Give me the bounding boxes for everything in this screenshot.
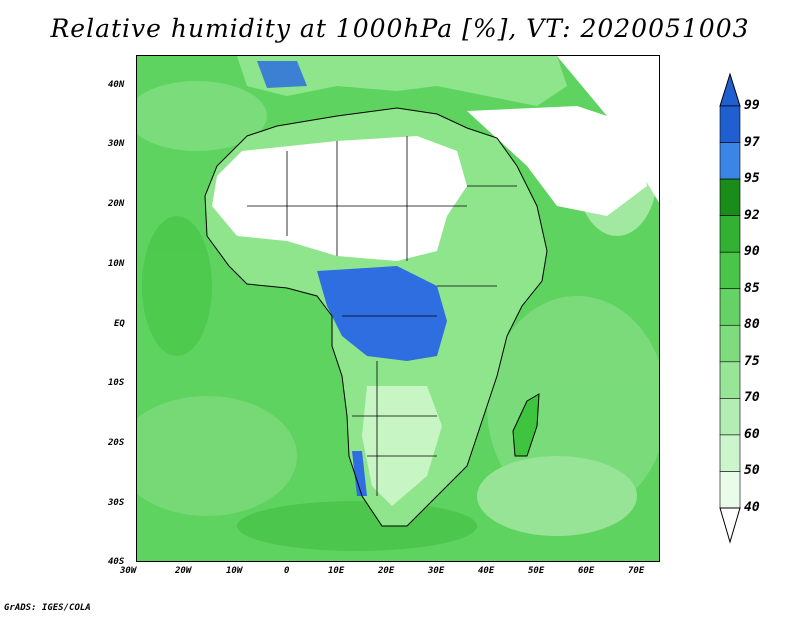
lat-tick: 40S: [108, 557, 125, 567]
lon-tick: 20E: [378, 566, 395, 576]
colorbar-label: 99: [744, 98, 760, 113]
lat-tick: 20S: [108, 438, 125, 448]
humidity-map: [137, 56, 659, 561]
lon-tick: 60E: [578, 566, 595, 576]
eurasia-land: [237, 56, 659, 216]
lat-tick: EQ: [114, 319, 125, 329]
lon-tick: 50E: [528, 566, 545, 576]
namibia-coast-saturated: [352, 451, 367, 496]
lon-tick: 20W: [175, 566, 192, 576]
lat-tick: 10S: [108, 378, 125, 388]
credit-text: GrADS: IGES/COLA: [4, 603, 91, 613]
map-panel: [136, 55, 660, 562]
colorbar-label: 60: [744, 426, 760, 442]
colorbar-label: 75: [744, 353, 760, 369]
colorbar-label: 97: [744, 134, 760, 150]
lon-tick: 10E: [328, 566, 345, 576]
colorbar-segment: [719, 142, 741, 180]
map-title: Relative humidity at 1000hPa [%], VT: 20…: [50, 14, 750, 43]
sahara-dry-region: [212, 136, 467, 261]
lon-tick: 30E: [428, 566, 445, 576]
colorbar-segment: [719, 471, 741, 509]
lat-tick: 20N: [108, 199, 125, 209]
lat-tick: 10N: [108, 259, 125, 269]
colorbar-segment: [719, 324, 741, 363]
colorbar-segment: [719, 398, 741, 436]
colorbar-label: 40: [744, 500, 760, 515]
lon-tick: 10W: [226, 566, 243, 576]
lat-tick: 30S: [108, 498, 125, 508]
colorbar-segments: [719, 105, 741, 509]
lon-tick: 40E: [478, 566, 495, 576]
lon-tick: 70E: [628, 566, 645, 576]
colorbar-label: 70: [744, 390, 760, 406]
lon-tick: 0: [284, 566, 290, 576]
colorbar-min-arrow: [719, 507, 741, 544]
colorbar-segment: [719, 361, 741, 399]
colorbar-segment: [719, 178, 741, 216]
colorbar-segment: [719, 105, 741, 143]
colorbar-segment: [719, 434, 741, 472]
colorbar: [719, 72, 741, 544]
lon-tick: 30W: [120, 566, 137, 576]
colorbar-label: 85: [744, 280, 760, 296]
country-borders: [247, 136, 517, 496]
colorbar-label: 95: [744, 171, 760, 187]
madagascar: [512, 393, 540, 457]
colorbar-segment: [719, 251, 741, 290]
africa-coastline: [204, 107, 548, 527]
colorbar-label: 90: [744, 244, 760, 260]
colorbar-label: 80: [744, 317, 760, 333]
lat-tick: 40N: [108, 80, 125, 90]
colorbar-max-arrow: [719, 72, 741, 107]
colorbar-segment: [719, 215, 741, 253]
colorbar-segment: [719, 288, 741, 326]
colorbar-label: 50: [744, 463, 760, 479]
colorbar-label: 92: [744, 207, 760, 223]
lat-tick: 30N: [108, 139, 125, 149]
congo-saturated-region: [317, 266, 447, 361]
